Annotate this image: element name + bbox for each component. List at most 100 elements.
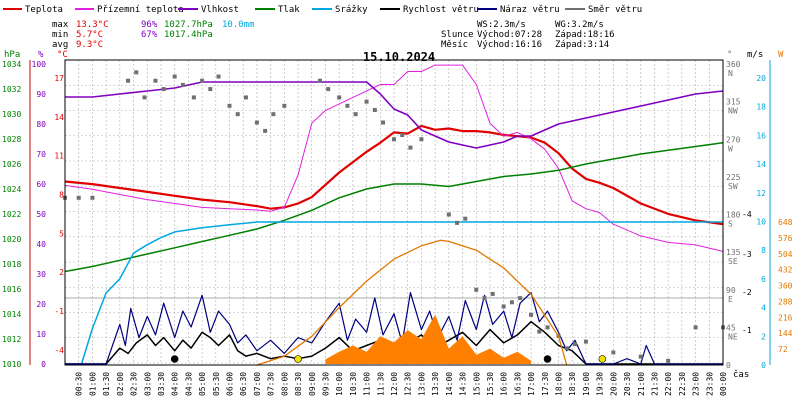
x-tick-label: 06:30 [239, 372, 248, 396]
pct-tick-label: 100 [32, 60, 47, 69]
degc-tick-label: -4 [54, 346, 64, 355]
x-tick-label: 05:30 [212, 372, 221, 396]
wind-dir-point [666, 358, 671, 363]
dir-compass-label: S [728, 220, 733, 229]
hpa-tick-label: 1014 [2, 310, 21, 319]
x-tick-label: 17:30 [541, 372, 550, 396]
stats-temp-max: 13.3°C [76, 20, 109, 30]
dir-compass-label: SW [728, 182, 738, 191]
dir-tick-label: 45 [726, 323, 736, 332]
w-tick-label: 72 [778, 345, 788, 354]
series-line-3 [64, 141, 724, 273]
wind-dir-point [243, 95, 248, 100]
stats-block: max 13.3°C 96% 1027.7hPa 10.0mm min 5.7°… [52, 20, 615, 50]
legend-label-vlhkost: Vlhkost [201, 5, 239, 15]
legend-label-teplota: Teplota [25, 5, 63, 15]
legend-label-prizemni-teplota: Přízemní teplota [97, 5, 184, 15]
wind-dir-point [263, 128, 268, 133]
x-tick-label: 15:30 [486, 372, 495, 396]
stats-sun-set: Západ:18:16 [555, 30, 615, 40]
hpa-tick-label: 1030 [2, 110, 21, 119]
x-tick-label: 12:30 [404, 372, 413, 396]
wind-dir-point [76, 195, 81, 200]
x-tick-label: 13:30 [431, 372, 440, 396]
wind-dir-point [518, 296, 523, 301]
legend-label-naraz-vetru: Náraz větru [500, 5, 560, 15]
pct-tick-label: 20 [36, 300, 46, 309]
stats-sun-label: Slunce [441, 30, 474, 40]
stats-sun-rise: Východ:07:28 [477, 30, 542, 40]
x-tick-label: 00:00 [719, 372, 728, 396]
wind-dir-point [381, 120, 386, 125]
legend-label-rychlost-vetru: Rychlost větru [403, 5, 479, 15]
legend-label-srazky: Srážky [335, 5, 368, 15]
dir-tick-label: 0 [726, 361, 731, 370]
wind-dir-point [134, 70, 139, 75]
stats-wg: WG:3.2m/s [555, 20, 604, 30]
wind-dir-point [142, 95, 147, 100]
wind-dir-point [455, 220, 460, 225]
wind-dir-point [235, 112, 240, 117]
mm-tick-label: 6 [761, 275, 766, 284]
x-tick-label: 12:00 [390, 372, 399, 396]
hpa-tick-label: 1020 [2, 235, 21, 244]
x-tick-label: 07:00 [253, 372, 262, 396]
ms-tick-label: -2 [742, 288, 752, 297]
degc-tick-label: 14 [54, 113, 64, 122]
x-tick-label: 11:00 [363, 372, 372, 396]
wind-dir-point [463, 216, 468, 221]
dir-tick-label: 225 [726, 173, 741, 182]
stats-hum-min: 67% [141, 30, 158, 40]
x-tick-label: 10:00 [335, 372, 344, 396]
wind-dir-point [200, 78, 205, 83]
x-tick-label: 08:30 [294, 372, 303, 396]
x-tick-label: 09:30 [321, 372, 330, 396]
series-line-4 [65, 221, 723, 365]
dir-tick-label: 135 [726, 248, 741, 257]
wind-dir-point [172, 74, 177, 79]
series-layer [63, 64, 725, 366]
wind-dir-point [611, 350, 616, 355]
stats-moon-label: Měsíc [441, 40, 468, 50]
wind-dir-point [419, 137, 424, 142]
x-tick-label: 19:00 [582, 372, 591, 396]
wind-dir-point [446, 212, 451, 217]
stats-ws: WS:2.3m/s [477, 20, 526, 30]
wind-dir-point [364, 99, 369, 104]
dir-tick-label: 360 [726, 60, 741, 69]
wind-dir-point [408, 145, 413, 150]
stats-temp-avg: 9.3°C [76, 40, 103, 50]
wind-dir-point [537, 329, 542, 334]
x-tick-label: 21:00 [637, 372, 646, 396]
wind-dir-point [208, 87, 213, 92]
x-tick-label: 14:30 [459, 372, 468, 396]
series-line-8 [256, 239, 568, 366]
series-line-0 [64, 124, 724, 226]
wind-dir-point [337, 95, 342, 100]
ms-tick-label: -3 [742, 250, 752, 259]
degc-tick-label: 8 [59, 190, 64, 199]
wind-dir-point [482, 296, 487, 301]
hpa-tick-label: 1016 [2, 285, 21, 294]
series-line-2 [65, 81, 724, 149]
stats-temp-min: 5.7°C [76, 30, 103, 40]
legend-label-smer-vetru: Směr větru [588, 5, 642, 15]
dir-tick-label: 270 [726, 135, 741, 144]
pct-tick-label: 90 [36, 90, 46, 99]
x-tick-label: 01:00 [88, 372, 97, 396]
degc-tick-label: 2 [59, 268, 64, 277]
axis-unit-time: čas [733, 369, 749, 380]
series-line-6 [65, 292, 723, 365]
x-tick-label: 02:00 [116, 372, 125, 396]
x-tick-label: 18:30 [568, 372, 577, 396]
sun-moon-marker [170, 355, 179, 363]
x-tick-label: 23:00 [692, 372, 701, 396]
stats-max-label: max [52, 20, 69, 30]
pct-tick-label: 70 [36, 150, 46, 159]
series-line-1 [64, 64, 724, 252]
wind-dir-point [161, 87, 166, 92]
hpa-tick-label: 1028 [2, 135, 21, 144]
sun-moon-marker [543, 355, 552, 363]
dir-tick-label: 315 [726, 98, 741, 107]
x-tick-label: 09:00 [308, 372, 317, 396]
